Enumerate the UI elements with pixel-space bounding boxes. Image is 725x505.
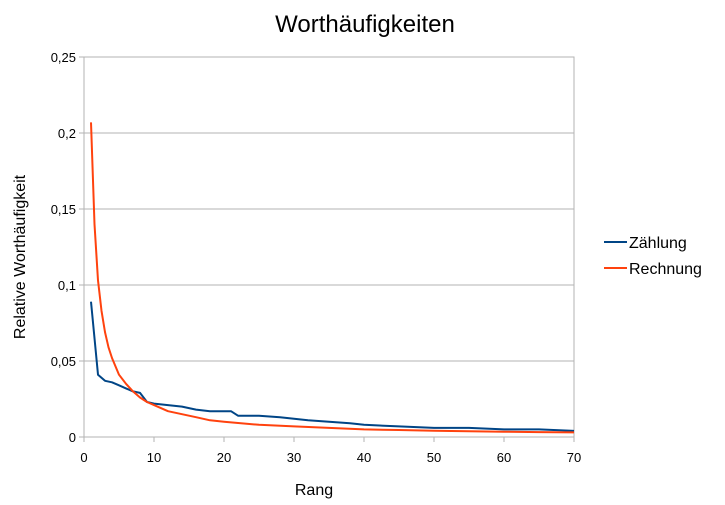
y-axis-label: Relative Worthäufigkeit bbox=[12, 174, 29, 339]
x-axis-label: Rang bbox=[295, 482, 333, 499]
legend-label-rechnung: Rechnung bbox=[629, 261, 702, 278]
x-tick-label: 0 bbox=[80, 450, 87, 465]
x-tick-label: 50 bbox=[427, 450, 441, 465]
grid bbox=[84, 56, 574, 438]
x-tick-label: 20 bbox=[217, 450, 231, 465]
legend-label-zaehlung: Zählung bbox=[629, 235, 687, 252]
y-tick-label: 0 bbox=[69, 430, 76, 445]
x-tick-label: 40 bbox=[357, 450, 371, 465]
series-line-rechnung bbox=[90, 122, 575, 434]
x-tick-label: 10 bbox=[147, 450, 161, 465]
series-line-zaehlung bbox=[90, 301, 575, 432]
y-tick-label: 0,15 bbox=[51, 202, 76, 217]
legend: Zählung Rechnung bbox=[604, 235, 702, 278]
y-tick-label: 0,25 bbox=[51, 50, 76, 65]
plot-area bbox=[83, 56, 575, 438]
chart-title: Worthäufigkeiten bbox=[275, 11, 455, 38]
y-tick-label: 0,05 bbox=[51, 354, 76, 369]
x-tick-label: 30 bbox=[287, 450, 301, 465]
y-tick-label: 0,2 bbox=[58, 126, 76, 141]
x-tick-label: 60 bbox=[497, 450, 511, 465]
x-tick-label: 70 bbox=[567, 450, 581, 465]
y-tick-label: 0,1 bbox=[58, 278, 76, 293]
series-lines bbox=[90, 122, 575, 434]
axis-ticks: 0 0,05 0,1 0,15 0,2 0,25 0 10 20 30 40 50 60 70 bbox=[51, 50, 582, 465]
